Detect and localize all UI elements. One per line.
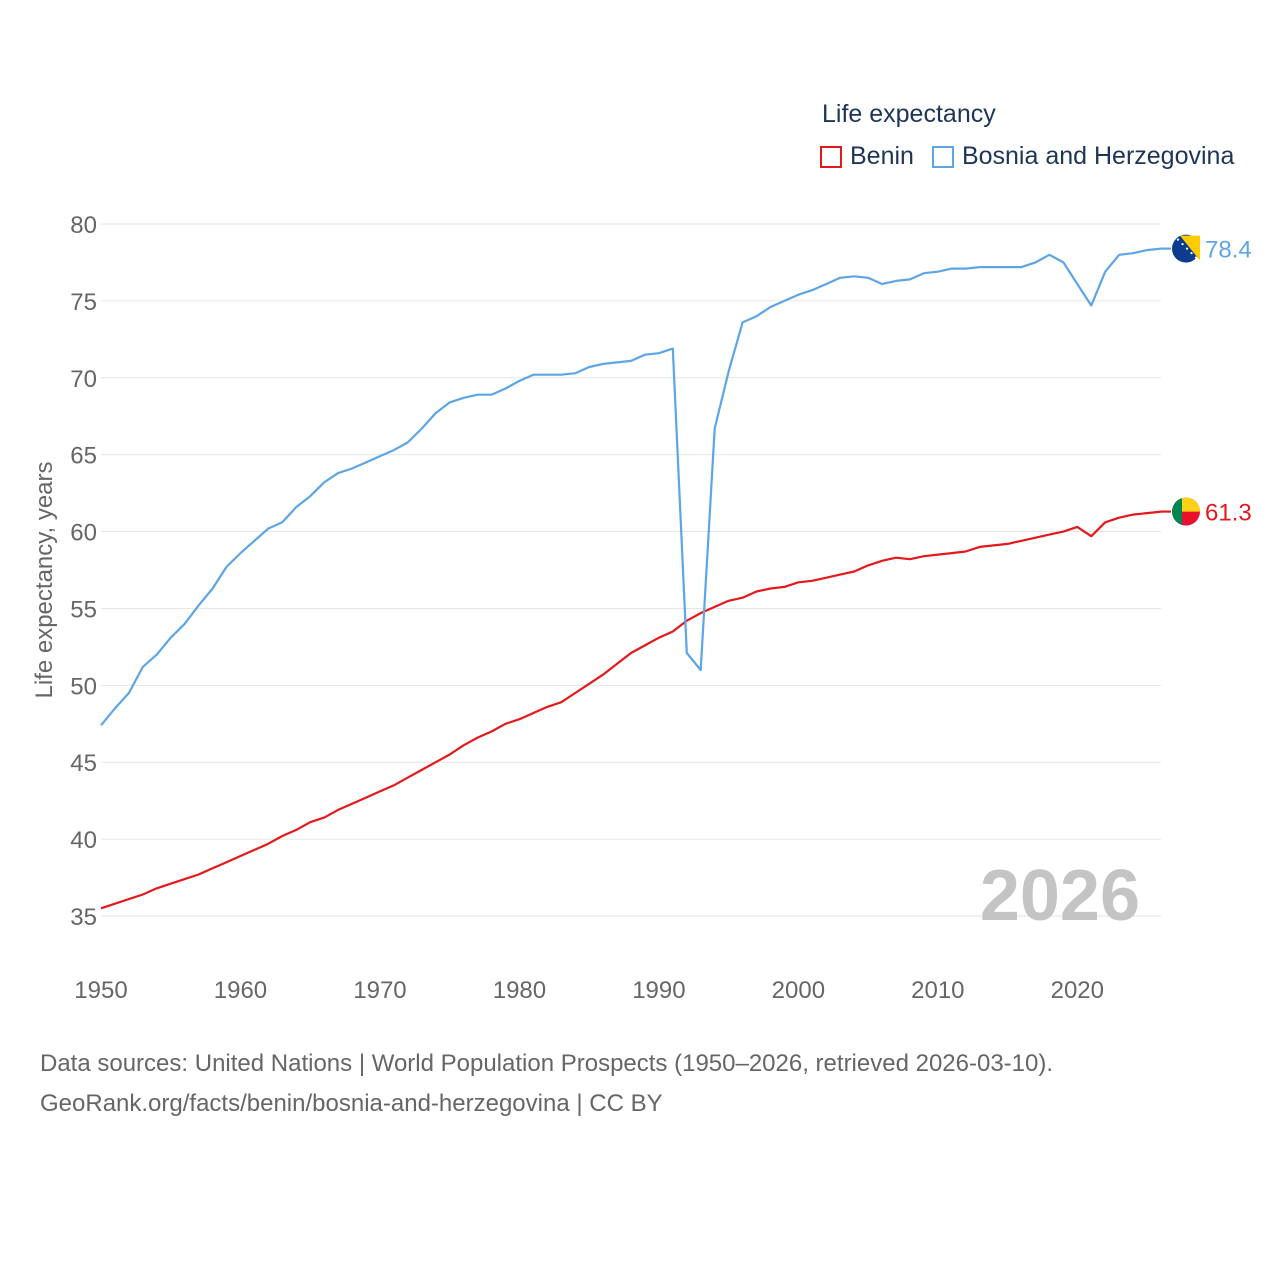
y-tick-label: 70 (70, 366, 97, 393)
year-watermark: 2026 (980, 856, 1140, 936)
end-label-bosnia: 78.4 (1205, 237, 1252, 264)
flag-benin-green (1172, 498, 1182, 525)
x-tick-label: 2000 (772, 977, 825, 1004)
x-tick-label: 1950 (74, 977, 127, 1004)
legend-item-benin[interactable]: Benin (820, 142, 914, 171)
legend-label-bosnia: Bosnia and Herzegovina (961, 142, 1235, 170)
legend-label-benin: Benin (850, 142, 914, 170)
flag-bosnia-star (1190, 252, 1193, 255)
y-tick-label: 50 (70, 673, 97, 700)
x-tick-label: 2020 (1051, 977, 1104, 1004)
x-tick-label: 2010 (911, 977, 964, 1004)
y-tick-label: 75 (70, 289, 97, 316)
flag-bosnia-triangle (1180, 235, 1200, 261)
x-tick-label: 1960 (214, 977, 267, 1004)
sources-line-2[interactable]: GeoRank.org/facts/benin/bosnia-and-herze… (40, 1090, 663, 1117)
series-line-bosnia (100, 247, 1162, 726)
y-tick-label: 45 (70, 750, 97, 777)
legend-title: Life expectancy (822, 100, 996, 128)
x-tick-label: 1970 (353, 977, 406, 1004)
end-label-benin: 61.3 (1205, 500, 1252, 527)
y-tick-label: 65 (70, 443, 97, 470)
legend-swatch-benin (820, 145, 842, 168)
flag-benin-yellow (1182, 497, 1200, 512)
flag-bosnia-star (1176, 238, 1180, 241)
x-tick-label: 1980 (493, 977, 546, 1004)
flag-bosnia-star (1185, 247, 1189, 250)
legend-swatch-bosnia (931, 145, 954, 168)
legend: Benin Bosnia and Herzegovina (820, 142, 1252, 171)
y-tick-label: 40 (70, 827, 97, 854)
y-tick-label: 55 (70, 596, 97, 623)
y-axis-label: Life expectancy, years (31, 461, 58, 698)
legend-item-bosnia[interactable]: Bosnia and Herzegovina (931, 142, 1235, 171)
x-tick-label: 1990 (632, 977, 685, 1004)
flag-bosnia-star (1181, 243, 1184, 246)
y-tick-label: 80 (70, 212, 97, 239)
series-line-benin (100, 510, 1162, 910)
y-tick-label: 35 (70, 904, 97, 931)
flag-bosnia-star (1194, 256, 1198, 259)
y-tick-label: 60 (70, 520, 97, 547)
data-sources: Data sources: United Nations | World Pop… (40, 1044, 1053, 1124)
sources-line-1: Data sources: United Nations | World Pop… (40, 1050, 1054, 1077)
